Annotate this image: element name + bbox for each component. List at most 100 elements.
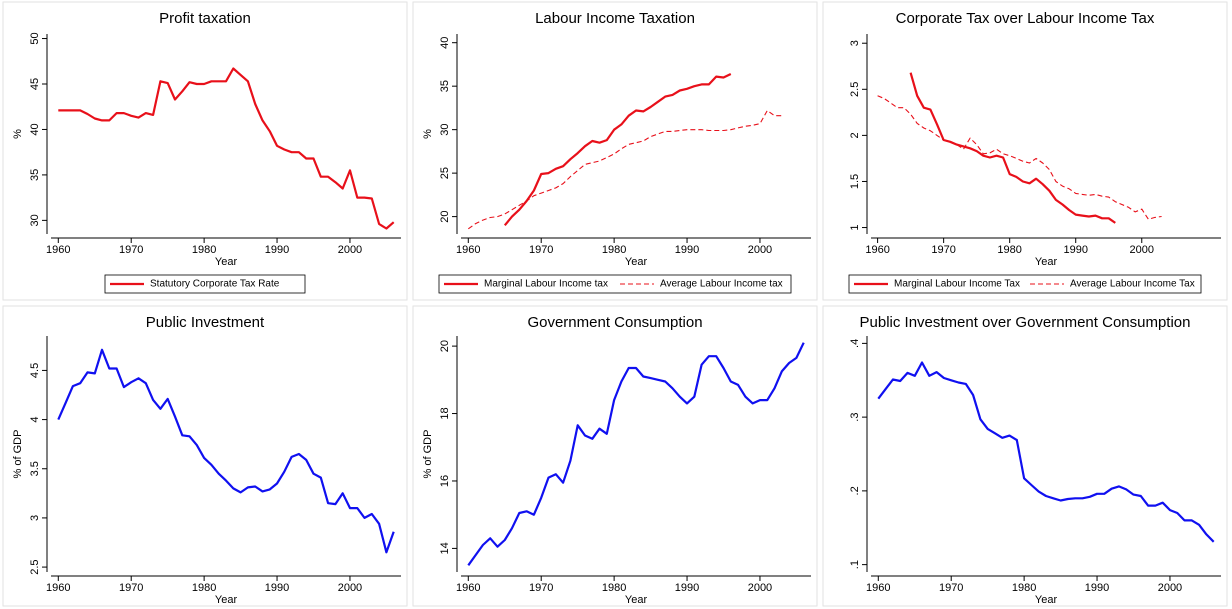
y-tick-label: 35 <box>29 169 41 181</box>
series-line <box>57 348 395 554</box>
legend-box <box>438 274 792 294</box>
legend-box <box>104 274 306 294</box>
x-axis-title: Year <box>1035 594 1058 606</box>
x-tick-label: 1980 <box>192 244 216 256</box>
y-tick-label: 30 <box>439 124 451 136</box>
x-tick-label: 1960 <box>46 582 70 594</box>
y-tick-label: 3 <box>29 515 41 521</box>
series-line <box>467 109 782 230</box>
x-tick-label: 2000 <box>338 244 362 256</box>
x-axis-title: Year <box>215 256 238 268</box>
legend-label: Average Labour Income tax <box>660 279 783 290</box>
x-axis-title: Year <box>1035 256 1058 268</box>
x-tick-label: 1990 <box>1063 244 1087 256</box>
y-tick-label: 3 <box>849 40 861 46</box>
series-line <box>58 67 395 230</box>
x-tick-label: 1970 <box>119 244 143 256</box>
x-tick-label: 1960 <box>46 244 70 256</box>
y-tick-label: 25 <box>439 167 451 179</box>
x-tick-label: 1990 <box>675 244 699 256</box>
panel-title: Government Consumption <box>527 314 702 331</box>
panel: Public Investment 2.5 3 3.5 4 4.5 1960 1970 1980… <box>2 305 408 607</box>
x-tick-label: 1970 <box>931 244 955 256</box>
y-tick-label: 16 <box>439 475 451 487</box>
x-axis-title: Year <box>215 594 238 606</box>
series-line <box>467 342 805 566</box>
x-axis-title: Year <box>625 256 648 268</box>
y-tick-label: 1.5 <box>849 174 861 189</box>
x-tick-label: 1960 <box>456 582 480 594</box>
panel: Corporate Tax over Labour Income Tax 1 1.5… <box>822 1 1228 301</box>
y-axis-title: % <box>12 129 24 139</box>
y-tick-label: .1 <box>849 560 861 569</box>
y-tick-label: .4 <box>849 339 861 348</box>
y-tick-label: .3 <box>849 413 861 422</box>
panel-frame <box>2 305 408 607</box>
x-tick-label: 1960 <box>865 244 889 256</box>
legend-label: Marginal Labour Income tax <box>484 279 608 290</box>
x-tick-label: 2000 <box>1158 582 1182 594</box>
y-tick-label: .2 <box>849 486 861 495</box>
y-tick-label: 4 <box>29 417 41 423</box>
y-tick-label: 18 <box>439 407 451 419</box>
panel: Labour Income Taxation 20 25 30 35 40 1960 1970… <box>412 1 818 301</box>
y-tick-label: 2.5 <box>849 82 861 97</box>
x-tick-label: 1970 <box>119 582 143 594</box>
x-tick-label: 1970 <box>529 582 553 594</box>
x-tick-label: 2000 <box>748 244 772 256</box>
legend-box <box>848 274 1202 294</box>
legend-label: Statutory Corporate Tax Rate <box>150 279 280 290</box>
x-tick-label: 2000 <box>748 582 772 594</box>
series-line <box>877 95 1162 220</box>
y-tick-label: 3.5 <box>29 461 41 476</box>
panel-title: Corporate Tax over Labour Income Tax <box>896 10 1155 27</box>
panel-title: Profit taxation <box>159 10 251 27</box>
y-tick-label: 30 <box>29 214 41 226</box>
x-tick-label: 1980 <box>1012 582 1036 594</box>
x-axis-title: Year <box>625 594 648 606</box>
panel-frame <box>822 305 1228 607</box>
legend-label: Average Labour Income Tax <box>1070 279 1195 290</box>
x-tick-label: 1970 <box>529 244 553 256</box>
y-tick-label: 20 <box>439 210 451 222</box>
x-tick-label: 1980 <box>602 244 626 256</box>
y-axis-title: % of GDP <box>422 430 434 479</box>
x-tick-label: 1990 <box>675 582 699 594</box>
y-tick-label: 14 <box>439 542 451 554</box>
y-axis-title: % <box>422 129 434 139</box>
series-line <box>877 361 1215 543</box>
x-tick-label: 1960 <box>456 244 480 256</box>
panel-title: Labour Income Taxation <box>535 10 695 27</box>
panel: Profit taxation 30 35 40 45 50 1960 1970 1980 199… <box>2 1 408 301</box>
x-tick-label: 1980 <box>997 244 1021 256</box>
panel-title: Public Investment over Government Consum… <box>860 314 1191 331</box>
x-tick-label: 1980 <box>192 582 216 594</box>
y-tick-label: 40 <box>29 123 41 135</box>
y-tick-label: 4.5 <box>29 363 41 378</box>
x-tick-label: 2000 <box>338 582 362 594</box>
y-tick-label: 35 <box>439 80 451 92</box>
x-tick-label: 1970 <box>939 582 963 594</box>
panel-title: Public Investment <box>146 314 265 331</box>
y-tick-label: 2.5 <box>29 559 41 574</box>
y-tick-label: 1 <box>849 224 861 230</box>
y-axis-title: % of GDP <box>12 430 24 479</box>
y-tick-label: 40 <box>439 37 451 49</box>
x-tick-label: 1990 <box>265 582 289 594</box>
panel-frame <box>2 1 408 301</box>
x-tick-label: 1960 <box>866 582 890 594</box>
panel-frame <box>822 1 1228 301</box>
x-tick-label: 1990 <box>1085 582 1109 594</box>
y-tick-label: 50 <box>29 32 41 44</box>
x-tick-label: 1980 <box>602 582 626 594</box>
panel: Government Consumption 14 16 18 20 1960 1970 19… <box>412 305 818 607</box>
legend-label: Marginal Labour Income Tax <box>894 279 1020 290</box>
y-tick-label: 45 <box>29 78 41 90</box>
x-tick-label: 1990 <box>265 244 289 256</box>
panel: Public Investment over Government Consum… <box>822 305 1228 607</box>
x-tick-label: 2000 <box>1130 244 1154 256</box>
y-tick-label: 2 <box>849 132 861 138</box>
y-tick-label: 20 <box>439 340 451 352</box>
series-line <box>503 73 732 227</box>
